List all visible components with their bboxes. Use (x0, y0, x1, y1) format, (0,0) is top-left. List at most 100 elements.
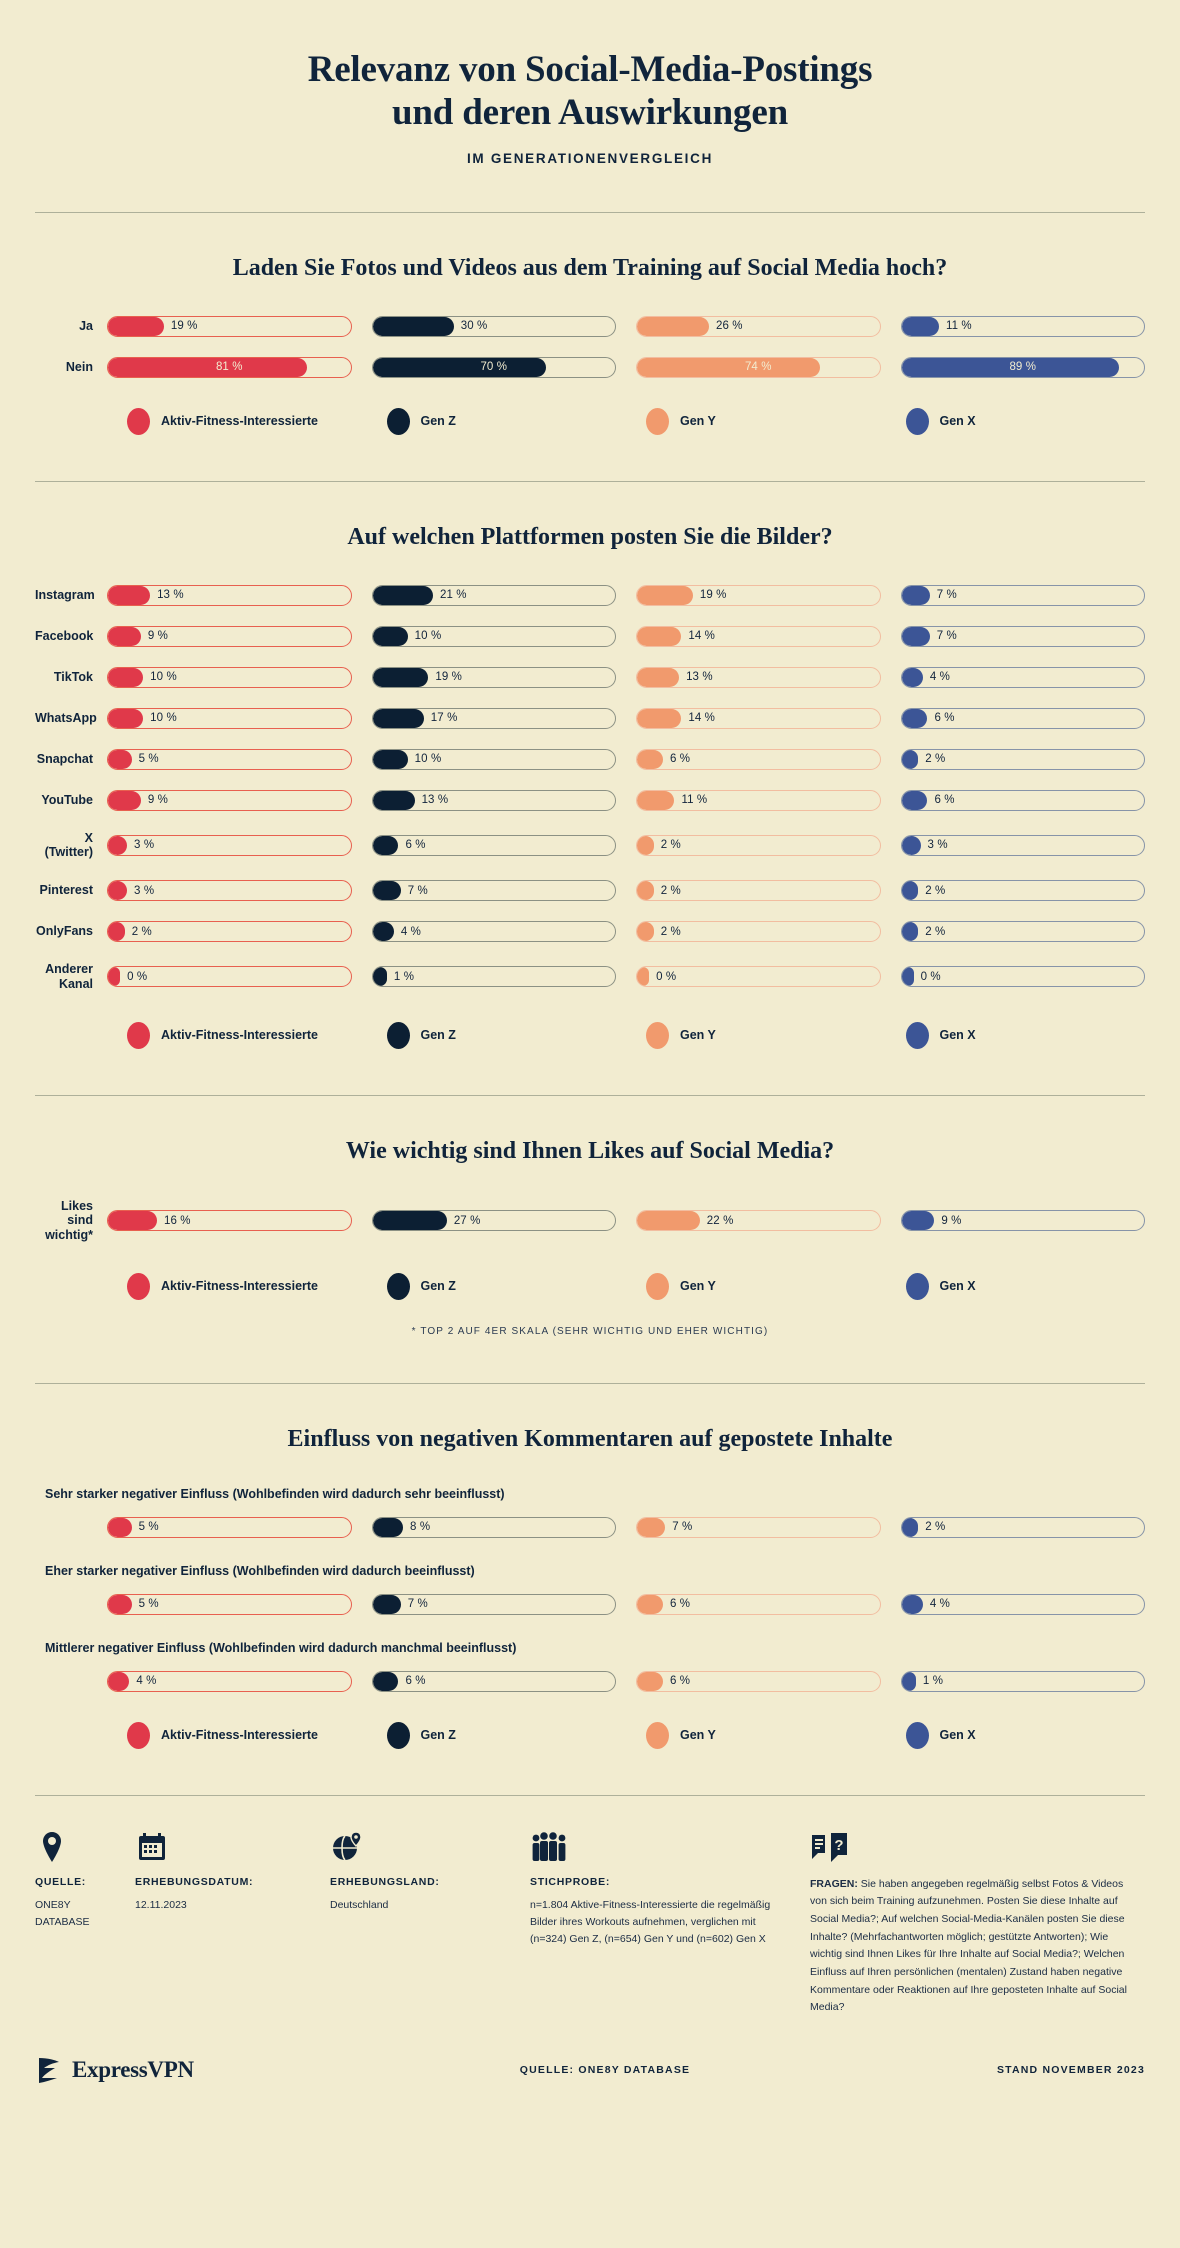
bar-value: 7 % (672, 1521, 693, 1534)
bar-cell: 1 % (900, 1670, 1145, 1692)
bar-cell: 19 % (636, 584, 881, 606)
bar-cell: 4 % (900, 1593, 1145, 1615)
bar-row-label: Pinterest (39, 883, 94, 898)
bar-fill (108, 585, 151, 605)
bar-cell: 21 % (371, 584, 616, 606)
legend-swatch-icon (905, 407, 929, 435)
bar-track: 6 % (636, 1593, 881, 1615)
bar-row-label: TikTok (53, 669, 93, 684)
bar-track: 6 % (636, 1670, 881, 1692)
legend-swatch-icon (127, 1021, 150, 1049)
legend-item-genz: Gen Z (367, 407, 627, 435)
bar-fill (108, 667, 144, 687)
bar-value: 70 % (480, 361, 508, 374)
bar-value: 4 % (136, 1675, 157, 1688)
legend-swatch-icon (646, 1272, 669, 1300)
meta-value: ONE8Y DATABASE (35, 1898, 90, 1928)
bar-track: 0 % (900, 966, 1145, 988)
legend-label: Gen X (939, 414, 976, 429)
source-pin-icon (43, 1831, 61, 1862)
bar-track: 4 % (371, 921, 616, 943)
bar-cell: 16 % (107, 1210, 352, 1232)
section-likes-rows: Likes sind wichtig* 16 % 27 % 22 % 9 % (35, 1199, 1145, 1243)
bar-row: Snapchat 5 % 10 % 6 % 2 % (35, 748, 1145, 770)
bar-cell: 8 % (371, 1516, 616, 1538)
bar-fill (372, 708, 424, 728)
bar-fill (372, 967, 387, 987)
bar-cell: 5 % (107, 1593, 352, 1615)
bar-fill (901, 749, 919, 769)
bar-track: 19 % (636, 584, 881, 606)
meta-key: STICHPROBE: (530, 1875, 611, 1888)
bar-row: 5 % 8 % 7 % 2 % (35, 1516, 1145, 1538)
bar-value: 13 % (686, 671, 713, 684)
bar-row-label: Likes sind wichtig* (45, 1198, 93, 1243)
legend-swatch-icon (646, 407, 669, 435)
bar-value: 89 % (1009, 361, 1037, 374)
bar-value: 0 % (127, 970, 148, 983)
bar-cell: 4 % (107, 1670, 352, 1692)
bar-cell: 7 % (371, 1593, 616, 1615)
header: Relevanz von Social-Media-Postings und d… (0, 0, 1180, 166)
bar-row: Anderer Kanal 0 % 1 % 0 % 0 % (35, 962, 1145, 992)
bar-fill (372, 881, 401, 901)
bar-track: 16 % (107, 1210, 352, 1232)
section-upload-rows: Ja 19 % 30 % 26 % 11 % Nein 81 % 70 % 74 % 89 % (35, 315, 1145, 378)
bar-fill (901, 316, 939, 336)
bar-cell: 19 % (371, 666, 616, 688)
bar-cell: 6 % (371, 834, 616, 856)
bar-value: 7 % (407, 1598, 428, 1611)
bar-cell: 10 % (371, 625, 616, 647)
bar-value: 27 % (453, 1214, 481, 1227)
legend-label: Gen X (939, 1279, 976, 1294)
bar-row: YouTube 9 % 13 % 11 % 6 % (35, 789, 1145, 811)
bar-cell: 5 % (107, 748, 352, 770)
bar-cell: 27 % (371, 1210, 616, 1232)
bar-cell: 6 % (636, 1670, 881, 1692)
bar-cell: 10 % (371, 748, 616, 770)
bar-track: 14 % (636, 625, 881, 647)
bar-cell: 70 % (371, 356, 616, 378)
bar-cell: 2 % (900, 921, 1145, 943)
bar-cell: 7 % (900, 584, 1145, 606)
bar-cell: 2 % (636, 921, 881, 943)
bar-value: 10 % (150, 671, 177, 684)
bar-fill (901, 1594, 923, 1614)
bar-cell: 26 % (636, 315, 881, 337)
meta-value: n=1.804 Aktive-Fitness-Interessierte die… (530, 1898, 771, 1945)
bar-track: 11 % (900, 315, 1145, 337)
negative-block-heading: Mittlerer negativer Einfluss (Wohlbefind… (45, 1640, 517, 1655)
legend-item-genx: Gen X (886, 1721, 1146, 1749)
bar-fill (637, 1671, 663, 1691)
bar-value: 17 % (430, 712, 458, 725)
bar-track: 4 % (107, 1670, 352, 1692)
bar-cell: 17 % (371, 707, 616, 729)
bar-cell: 1 % (371, 966, 616, 988)
bar-track: 10 % (107, 707, 352, 729)
bar-row: OnlyFans 2 % 4 % 2 % 2 % (35, 921, 1145, 943)
bar-row: Nein 81 % 70 % 74 % 89 % (35, 356, 1145, 378)
bar-track: 6 % (371, 1670, 616, 1692)
legend-swatch-icon (127, 1272, 150, 1300)
title-line-2: und deren Auswirkungen (392, 92, 788, 134)
negative-block-heading: Sehr starker negativer Einfluss (Wohlbef… (45, 1486, 505, 1501)
bar-cell: 6 % (636, 1593, 881, 1615)
bar-fill (108, 626, 141, 646)
legend-swatch-icon (386, 1021, 410, 1049)
legend-label: Gen Z (420, 414, 456, 429)
bar-track: 7 % (371, 1593, 616, 1615)
bar-row-label: X (Twitter) (44, 830, 93, 860)
bar-cell: 6 % (371, 1670, 616, 1692)
bar-track: 4 % (900, 666, 1145, 688)
bar-fill (372, 835, 399, 855)
bar-cell: 3 % (900, 834, 1145, 856)
legend-item-genz: Gen Z (367, 1021, 627, 1049)
legend-label: Gen X (939, 1028, 976, 1043)
bar-cell: 13 % (371, 789, 616, 811)
bar-cell: 4 % (371, 921, 616, 943)
bar-value: 2 % (131, 925, 152, 938)
bar-value: 4 % (929, 671, 950, 684)
bar-row: 5 % 7 % 6 % 4 % (35, 1593, 1145, 1615)
legend-label: Gen Y (680, 414, 716, 429)
bar-value: 13 % (157, 589, 184, 602)
